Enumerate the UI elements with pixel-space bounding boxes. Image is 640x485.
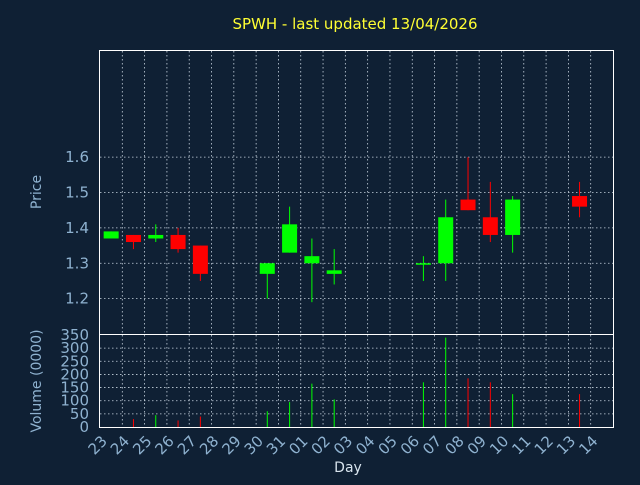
volume-tick-label: 100	[60, 392, 89, 410]
price-tick-label: 1.4	[65, 219, 89, 237]
candle-body	[460, 199, 476, 211]
volume-tick-label: 50	[70, 405, 89, 423]
x-tick-label: 14	[575, 432, 601, 458]
price-tick-labels: 1.2 1.3 1.4 1.5 1.6	[65, 148, 89, 308]
candles	[103, 157, 588, 303]
x-tick-labels: 2324252627282930310102030405060708091011…	[85, 432, 602, 458]
price-axis-label: Price	[29, 175, 45, 209]
volume-tick-label: 0	[79, 418, 89, 436]
price-tick-label: 1.2	[65, 290, 89, 308]
price-tick-label: 1.3	[65, 254, 89, 272]
candle-body	[415, 263, 431, 265]
price-gridlines	[100, 51, 613, 334]
candle-body	[572, 196, 588, 207]
chart-title: SPWH - last updated 13/04/2026	[232, 15, 477, 33]
volume-tick-label: 200	[60, 365, 89, 383]
candle-body	[282, 224, 298, 253]
candle-body	[170, 234, 186, 250]
candle-body	[482, 217, 498, 235]
volume-bars	[132, 337, 581, 427]
candle-body	[438, 217, 454, 264]
volume-tick-label: 150	[60, 379, 89, 397]
price-tick-label: 1.5	[65, 184, 89, 202]
candle-body	[103, 231, 119, 239]
candle-body	[326, 270, 342, 274]
candle-body	[505, 199, 521, 235]
x-axis-label: Day	[334, 460, 362, 476]
candle-body	[148, 234, 164, 239]
volume-tick-label: 300	[60, 339, 89, 357]
candle-body	[304, 256, 320, 264]
candle-body	[125, 234, 141, 243]
candle-body	[259, 263, 275, 274]
volume-gridlines	[100, 335, 613, 427]
candle-body	[192, 245, 208, 274]
price-tick-label: 1.6	[65, 148, 89, 166]
volume-tick-label: 250	[60, 352, 89, 370]
volume-axis-label: Volume (0000)	[29, 329, 45, 432]
volume-panel-frame	[99, 334, 614, 428]
volume-tick-label: 350	[60, 326, 89, 344]
